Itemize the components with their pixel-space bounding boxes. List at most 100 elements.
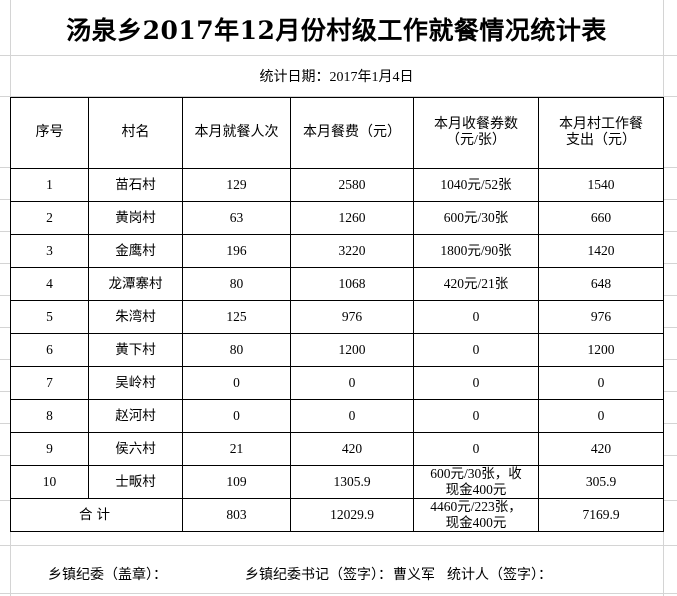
table-row: 5 朱湾村 125 976 0 976 xyxy=(10,300,664,334)
cell-coupons-line2: 现金400元 xyxy=(445,482,507,497)
cell-diners: 0 xyxy=(182,399,291,433)
cell-village-expense: 660 xyxy=(538,201,664,235)
cell-index: 8 xyxy=(10,399,89,433)
footer-statistician-label: 统计人（签字）： xyxy=(447,568,552,583)
cell-total-coupons-line2: 现金400元 xyxy=(445,515,507,530)
column-header-diners: 本月就餐人次 xyxy=(182,97,291,169)
cell-index: 7 xyxy=(10,366,89,400)
meal-statistics-table: 序号 村名 本月就餐人次 本月餐费（元） 本月收餐券数 （元/张） 本月村工作餐… xyxy=(10,97,664,532)
cell-village-expense: 648 xyxy=(538,267,664,301)
cell-village-expense: 1420 xyxy=(538,234,664,268)
table-header-row: 序号 村名 本月就餐人次 本月餐费（元） 本月收餐券数 （元/张） 本月村工作餐… xyxy=(10,97,664,169)
statistics-date: 统计日期：2017年1月4日 xyxy=(259,70,414,85)
cell-diners: 21 xyxy=(182,432,291,466)
cell-village-expense: 0 xyxy=(538,366,664,400)
column-header-village-expense: 本月村工作餐 支出（元） xyxy=(538,97,664,169)
column-header-village-expense-line1: 本月村工作餐 xyxy=(559,116,643,132)
cell-coupons: 0 xyxy=(413,333,539,367)
cell-total-label: 合计 xyxy=(10,498,183,532)
cell-village-expense: 420 xyxy=(538,432,664,466)
cell-total-diners: 803 xyxy=(182,498,291,532)
cell-village-expense: 0 xyxy=(538,399,664,433)
cell-village-expense: 1200 xyxy=(538,333,664,367)
cell-diners: 63 xyxy=(182,201,291,235)
cell-index: 4 xyxy=(10,267,89,301)
cell-meal-fee: 1200 xyxy=(290,333,414,367)
column-header-meal-fee: 本月餐费（元） xyxy=(290,97,414,169)
table-row: 9 侯六村 21 420 0 420 xyxy=(10,432,664,466)
cell-meal-fee: 0 xyxy=(290,366,414,400)
cell-coupons: 420元/21张 xyxy=(413,267,539,301)
cell-village-expense: 976 xyxy=(538,300,664,334)
cell-diners: 129 xyxy=(182,168,291,202)
cell-meal-fee: 2580 xyxy=(290,168,414,202)
cell-village: 黄下村 xyxy=(88,333,183,367)
cell-total-village-expense: 7169.9 xyxy=(538,498,664,532)
cell-coupons: 0 xyxy=(413,432,539,466)
cell-total-meal-fee: 12029.9 xyxy=(290,498,414,532)
cell-village: 龙潭寨村 xyxy=(88,267,183,301)
cell-meal-fee: 976 xyxy=(290,300,414,334)
table-body: 1 苗石村 129 2580 1040元/52张 1540 2 黄岗村 63 1… xyxy=(10,168,664,532)
table-row: 7 吴岭村 0 0 0 0 xyxy=(10,366,664,400)
cell-total-coupons: 4460元/223张， 现金400元 xyxy=(413,498,539,532)
table-row: 4 龙潭寨村 80 1068 420元/21张 648 xyxy=(10,267,664,301)
table-row: 10 士畈村 109 1305.9 600元/30张，收 现金400元 305.… xyxy=(10,465,664,499)
cell-diners: 196 xyxy=(182,234,291,268)
table-row: 8 赵河村 0 0 0 0 xyxy=(10,399,664,433)
footer-secretary-name: 曹义军 xyxy=(393,568,435,583)
cell-coupons-line1: 600元/30张，收 xyxy=(430,466,522,482)
footer-secretary-label: 乡镇纪委书记（签字）： xyxy=(245,568,392,583)
cell-meal-fee: 420 xyxy=(290,432,414,466)
document-title-row: 汤泉乡2017年12月份村级工作就餐情况统计表 xyxy=(10,5,663,53)
column-header-village: 村名 xyxy=(88,97,183,169)
column-header-village-expense-line2: 支出（元） xyxy=(566,133,636,148)
cell-total-coupons-line1: 4460元/223张， xyxy=(430,499,522,515)
cell-coupons: 1040元/52张 xyxy=(413,168,539,202)
cell-meal-fee: 1068 xyxy=(290,267,414,301)
cell-village: 苗石村 xyxy=(88,168,183,202)
cell-village: 朱湾村 xyxy=(88,300,183,334)
table-row: 6 黄下村 80 1200 0 1200 xyxy=(10,333,664,367)
cell-index: 2 xyxy=(10,201,89,235)
cell-village: 吴岭村 xyxy=(88,366,183,400)
column-header-coupons: 本月收餐券数 （元/张） xyxy=(413,97,539,169)
column-header-coupons-line2: （元/张） xyxy=(446,133,506,148)
table-total-row: 合计 803 12029.9 4460元/223张， 现金400元 7169.9 xyxy=(10,498,664,532)
cell-coupons: 0 xyxy=(413,399,539,433)
cell-index: 1 xyxy=(10,168,89,202)
table-row: 2 黄岗村 63 1260 600元/30张 660 xyxy=(10,201,664,235)
cell-diners: 125 xyxy=(182,300,291,334)
cell-index: 9 xyxy=(10,432,89,466)
cell-meal-fee: 0 xyxy=(290,399,414,433)
cell-village: 赵河村 xyxy=(88,399,183,433)
cell-village-expense: 1540 xyxy=(538,168,664,202)
column-header-coupons-line1: 本月收餐券数 xyxy=(434,116,518,132)
cell-diners: 80 xyxy=(182,333,291,367)
cell-meal-fee: 1305.9 xyxy=(290,465,414,499)
cell-diners: 80 xyxy=(182,267,291,301)
cell-village-expense: 305.9 xyxy=(538,465,664,499)
cell-coupons: 0 xyxy=(413,300,539,334)
cell-index: 6 xyxy=(10,333,89,367)
document-subtitle-row: 统计日期：2017年1月4日 xyxy=(10,58,663,94)
cell-meal-fee: 3220 xyxy=(290,234,414,268)
signature-footer: 乡镇纪委（盖章）： 乡镇纪委书记（签字）： 曹义军 统计人（签字）： xyxy=(10,552,663,596)
cell-village: 黄岗村 xyxy=(88,201,183,235)
cell-coupons: 600元/30张 xyxy=(413,201,539,235)
page-title: 汤泉乡2017年12月份村级工作就餐情况统计表 xyxy=(66,16,607,45)
cell-diners: 0 xyxy=(182,366,291,400)
cell-village: 士畈村 xyxy=(88,465,183,499)
cell-index: 10 xyxy=(10,465,89,499)
cell-village: 侯六村 xyxy=(88,432,183,466)
cell-coupons: 0 xyxy=(413,366,539,400)
cell-diners: 109 xyxy=(182,465,291,499)
cell-coupons: 1800元/90张 xyxy=(413,234,539,268)
column-header-index: 序号 xyxy=(10,97,89,169)
cell-village: 金鹰村 xyxy=(88,234,183,268)
footer-seal-label: 乡镇纪委（盖章）： xyxy=(48,568,167,583)
cell-index: 5 xyxy=(10,300,89,334)
cell-meal-fee: 1260 xyxy=(290,201,414,235)
cell-index: 3 xyxy=(10,234,89,268)
